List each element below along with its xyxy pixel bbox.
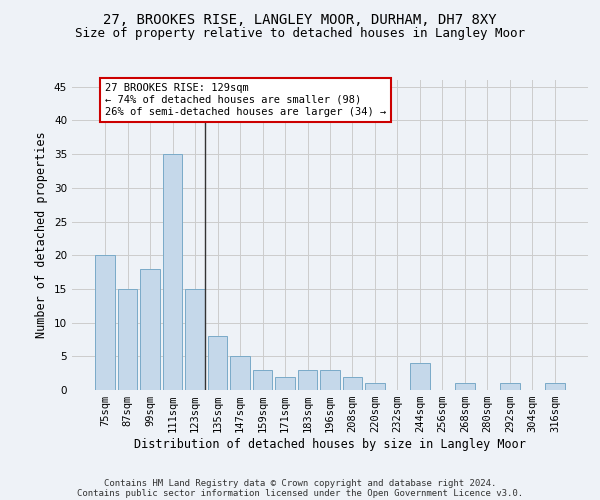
- Bar: [185, 289, 205, 390]
- Bar: [298, 370, 317, 390]
- Bar: [410, 363, 430, 390]
- X-axis label: Distribution of detached houses by size in Langley Moor: Distribution of detached houses by size …: [134, 438, 526, 451]
- Text: Size of property relative to detached houses in Langley Moor: Size of property relative to detached ho…: [75, 28, 525, 40]
- Text: 27, BROOKES RISE, LANGLEY MOOR, DURHAM, DH7 8XY: 27, BROOKES RISE, LANGLEY MOOR, DURHAM, …: [103, 12, 497, 26]
- Bar: [320, 370, 340, 390]
- Y-axis label: Number of detached properties: Number of detached properties: [35, 132, 49, 338]
- Bar: [275, 376, 295, 390]
- Text: 27 BROOKES RISE: 129sqm
← 74% of detached houses are smaller (98)
26% of semi-de: 27 BROOKES RISE: 129sqm ← 74% of detache…: [105, 84, 386, 116]
- Bar: [545, 384, 565, 390]
- Bar: [95, 255, 115, 390]
- Bar: [230, 356, 250, 390]
- Bar: [208, 336, 227, 390]
- Bar: [343, 376, 362, 390]
- Bar: [455, 384, 475, 390]
- Bar: [365, 384, 385, 390]
- Bar: [118, 289, 137, 390]
- Bar: [140, 268, 160, 390]
- Text: Contains HM Land Registry data © Crown copyright and database right 2024.: Contains HM Land Registry data © Crown c…: [104, 478, 496, 488]
- Bar: [500, 384, 520, 390]
- Bar: [253, 370, 272, 390]
- Bar: [163, 154, 182, 390]
- Text: Contains public sector information licensed under the Open Government Licence v3: Contains public sector information licen…: [77, 488, 523, 498]
